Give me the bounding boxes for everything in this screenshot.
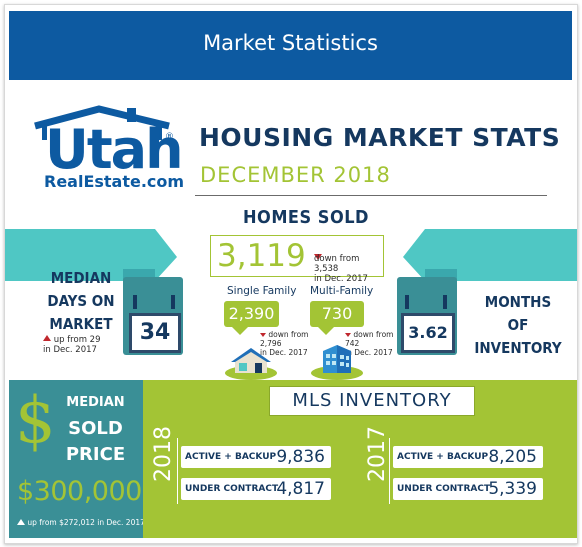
median-price-note-text: up from $272,012 in Dec. 2017 bbox=[27, 518, 145, 527]
homes-sold-note-line2: in Dec. 2017 bbox=[314, 274, 368, 284]
single-family-label: Single Family bbox=[227, 285, 297, 297]
main-title: HOUSING MARKET STATS bbox=[199, 123, 561, 152]
calendar-ring-left-2 bbox=[405, 295, 409, 309]
multi-family-badge: 730 bbox=[310, 301, 364, 327]
logo-utah-text: Utah bbox=[45, 118, 184, 181]
single-family-house-icon bbox=[225, 348, 277, 380]
mls-2017-active-row: ACTIVE + BACKUP 8,205 bbox=[393, 446, 543, 468]
days-on-market-line1: MEDIAN bbox=[50, 269, 112, 287]
median-price-panel: $ MEDIAN SOLD PRICE $300,000 up from $27… bbox=[9, 380, 145, 538]
months-inventory-line2: OF bbox=[507, 316, 529, 334]
months-inventory-line1: MONTHS bbox=[484, 293, 552, 311]
single-family-note: down from 2,796 in Dec. 2017 bbox=[260, 330, 330, 357]
period-subtitle: DECEMBER 2018 bbox=[200, 163, 391, 187]
months-inventory-line3: INVENTORY bbox=[474, 339, 562, 357]
dollar-sign-icon: $ bbox=[15, 384, 56, 458]
median-price-label: MEDIAN SOLD PRICE bbox=[53, 390, 138, 468]
mls-2017-divider bbox=[389, 438, 390, 504]
days-on-market-line2: DAYS ON bbox=[47, 292, 115, 310]
mls-2018-active-label: ACTIVE + BACKUP bbox=[185, 452, 277, 462]
multi-family-note-line2: in Dec. 2017 bbox=[345, 348, 393, 357]
mls-2018-divider bbox=[177, 438, 178, 504]
single-family-pointer bbox=[232, 327, 248, 335]
single-family-value: 2,390 bbox=[228, 304, 275, 323]
multi-family-value: 730 bbox=[321, 304, 353, 323]
header-title: Market Statistics bbox=[203, 31, 378, 55]
calendar-ring-right-2 bbox=[443, 295, 447, 309]
median-price-line1: MEDIAN bbox=[66, 395, 125, 410]
single-family-badge: 2,390 bbox=[224, 301, 279, 327]
homes-sold-note-line1: down from 3,538 bbox=[314, 254, 360, 274]
multi-family-building-icon bbox=[311, 345, 363, 380]
header-bar: Market Statistics bbox=[9, 11, 572, 80]
median-price-line3: PRICE bbox=[65, 444, 126, 465]
multi-family-note-line1: down from 742 bbox=[345, 330, 394, 348]
median-price-note: up from $272,012 in Dec. 2017 bbox=[17, 518, 147, 527]
single-family-note-line2: in Dec. 2017 bbox=[260, 348, 308, 357]
multi-family-note: down from 742 in Dec. 2017 bbox=[345, 330, 410, 357]
registered-mark: ® bbox=[165, 132, 174, 142]
mls-year-2018: 2018 bbox=[151, 426, 176, 482]
mls-2018-active-value: 9,836 bbox=[276, 447, 325, 467]
days-on-market-value: 34 bbox=[129, 313, 181, 353]
mls-2017-active-label: ACTIVE + BACKUP bbox=[397, 452, 489, 462]
days-on-market-note-line2: in Dec. 2017 bbox=[43, 345, 97, 355]
mls-title: MLS INVENTORY bbox=[292, 390, 452, 411]
multi-family-label: Multi-Family bbox=[310, 285, 374, 297]
mls-title-box: MLS INVENTORY bbox=[269, 386, 475, 416]
mls-2017-contract-label: UNDER CONTRACT bbox=[397, 484, 491, 494]
homes-sold-down-arrow bbox=[314, 245, 322, 264]
homes-sold-box: 3,119 down from 3,538 in Dec. 2017 bbox=[210, 235, 384, 284]
mls-year-2017: 2017 bbox=[365, 426, 390, 482]
months-inventory-label: MONTHS OF INVENTORY bbox=[473, 291, 563, 360]
months-inventory-value: 3.62 bbox=[401, 313, 455, 353]
logo-realestate-text: RealEstate.com bbox=[44, 172, 185, 191]
calendar-ring-left bbox=[133, 295, 137, 309]
mls-2018-contract-label: UNDER CONTRACT bbox=[185, 484, 279, 494]
mls-2017-contract-row: UNDER CONTRACT 5,339 bbox=[393, 478, 543, 500]
homes-sold-label: HOMES SOLD bbox=[243, 207, 369, 228]
single-family-note-line1: down from 2,796 bbox=[260, 330, 309, 348]
mls-2018-contract-value: 4,817 bbox=[276, 479, 325, 499]
mls-2018-active-row: ACTIVE + BACKUP 9,836 bbox=[181, 446, 331, 468]
utah-realestate-logo: Utah ® RealEstate.com bbox=[31, 104, 185, 194]
median-price-value: $300,000 bbox=[17, 476, 142, 507]
days-on-market-label: MEDIAN DAYS ON MARKET bbox=[41, 267, 121, 336]
homes-sold-note: down from 3,538 in Dec. 2017 bbox=[314, 254, 384, 284]
homes-sold-value: 3,119 bbox=[217, 238, 306, 274]
days-on-market-line3: MARKET bbox=[49, 315, 113, 333]
median-price-line2: SOLD bbox=[68, 418, 123, 439]
mls-2017-active-value: 8,205 bbox=[488, 447, 537, 467]
days-on-market-note: up from 29 in Dec. 2017 bbox=[43, 335, 123, 355]
roof-icon bbox=[34, 105, 170, 140]
infographic-frame: Market Statistics Utah ® RealEstate.com … bbox=[4, 4, 578, 544]
multi-family-pointer bbox=[318, 327, 334, 335]
mls-inventory-panel: MLS INVENTORY 2018 ACTIVE + BACKUP 9,836… bbox=[143, 380, 577, 538]
mls-2018-contract-row: UNDER CONTRACT 4,817 bbox=[181, 478, 331, 500]
days-on-market-note-line1: up from 29 bbox=[53, 335, 101, 345]
title-divider bbox=[195, 195, 547, 196]
mls-2017-contract-value: 5,339 bbox=[488, 479, 537, 499]
calendar-ring-right bbox=[171, 295, 175, 309]
